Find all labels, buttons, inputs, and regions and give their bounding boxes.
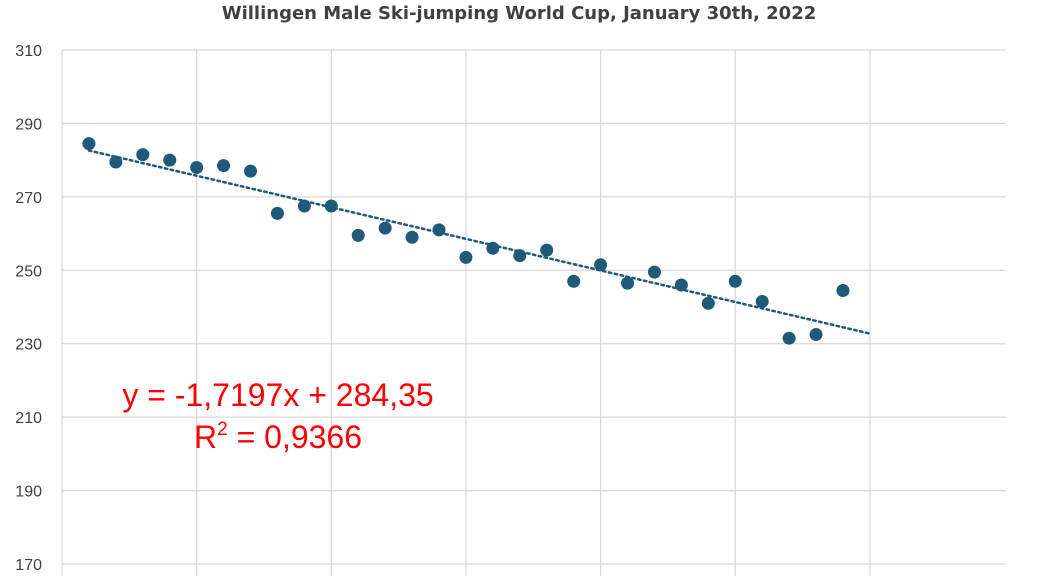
- r-squared-value: = 0,9366: [228, 419, 362, 455]
- data-point: [351, 228, 365, 242]
- data-point: [459, 250, 473, 264]
- data-point: [674, 278, 688, 292]
- data-point: [270, 206, 284, 220]
- r-squared-label: R2 = 0,9366: [194, 419, 362, 455]
- data-point: [836, 283, 850, 297]
- data-point: [701, 296, 715, 310]
- data-point: [82, 137, 96, 151]
- y-tick-label-210: 210: [15, 410, 42, 427]
- y-axis-tick-labels: 170 190 210 230 250 270 290 310: [15, 43, 42, 574]
- chart-title: Willingen Male Ski-jumping World Cup, Ja…: [222, 3, 817, 24]
- data-point: [190, 160, 204, 174]
- horizontal-gridlines: [62, 49, 1006, 565]
- data-point: [647, 265, 661, 279]
- data-point: [136, 148, 150, 162]
- data-point: [217, 159, 231, 173]
- data-point: [297, 199, 311, 213]
- y-tick-label-190: 190: [15, 484, 42, 501]
- data-point: [782, 331, 796, 345]
- trendline: [87, 149, 872, 335]
- data-point: [567, 274, 581, 288]
- y-tick-label-230: 230: [15, 337, 42, 354]
- data-points: [82, 137, 850, 345]
- r-squared-r: R: [194, 419, 217, 455]
- data-point: [486, 241, 500, 255]
- data-point: [728, 274, 742, 288]
- y-tick-label-250: 250: [15, 263, 42, 280]
- data-point: [513, 249, 527, 263]
- data-point: [809, 328, 823, 342]
- data-point: [378, 221, 392, 235]
- y-tick-label-310: 310: [15, 43, 42, 60]
- data-point: [621, 276, 635, 290]
- data-point: [324, 199, 338, 213]
- data-point: [432, 223, 446, 237]
- data-point: [594, 258, 608, 272]
- data-point: [405, 230, 419, 244]
- y-tick-label-290: 290: [15, 116, 42, 133]
- data-point: [755, 294, 769, 308]
- data-point: [109, 155, 123, 169]
- y-tick-label-170: 170: [15, 557, 42, 574]
- data-point: [244, 164, 258, 178]
- trendline-equation: y = -1,7197x + 284,35: [122, 377, 433, 413]
- vertical-gridlines: [61, 50, 871, 576]
- data-point: [163, 153, 177, 167]
- r-squared-superscript: 2: [217, 419, 228, 440]
- data-point: [540, 243, 554, 257]
- y-tick-label-270: 270: [15, 190, 42, 207]
